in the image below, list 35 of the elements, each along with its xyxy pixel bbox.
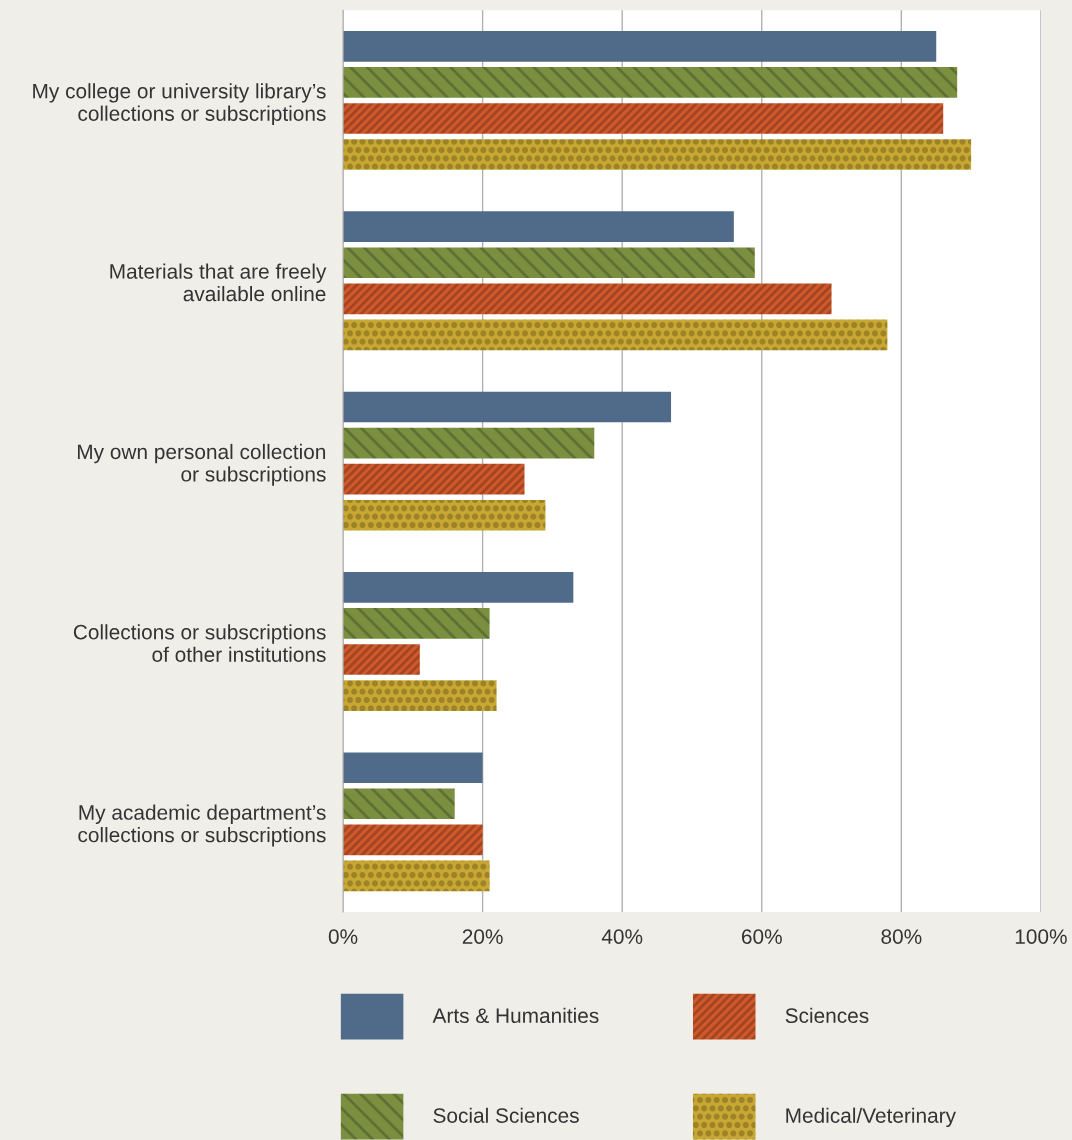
bar xyxy=(343,391,672,423)
bar xyxy=(343,31,937,62)
y-tick-label: My academic department’s collections or subscriptions xyxy=(78,804,326,847)
bar xyxy=(343,103,944,134)
x-tick-label: 80% xyxy=(881,929,922,944)
bar xyxy=(343,319,888,351)
bar xyxy=(343,427,595,459)
bar xyxy=(343,211,734,243)
legend-label: Sciences xyxy=(785,1007,869,1024)
y-tick-label: My college or university library’s collections or subscriptions xyxy=(33,83,326,126)
bar xyxy=(343,608,490,639)
bar xyxy=(343,644,420,675)
x-tick-label: 0% xyxy=(328,929,358,944)
bar xyxy=(343,283,832,315)
bar xyxy=(343,463,525,495)
y-tick-label: Materials that are freely available online xyxy=(110,263,327,302)
bar xyxy=(343,572,574,603)
legend-label: Social Sciences xyxy=(433,1107,579,1123)
x-tick-label: 20% xyxy=(462,929,503,944)
y-tick-label: Collections or subscriptions of other institutions xyxy=(73,624,326,662)
x-tick-label: 40% xyxy=(601,929,643,944)
bar xyxy=(343,139,972,170)
bar xyxy=(343,499,546,531)
bar xyxy=(343,247,755,279)
bar xyxy=(343,67,958,98)
bar xyxy=(343,860,490,892)
bar xyxy=(343,788,455,820)
legend-label: Medical/Veterinary xyxy=(786,1107,956,1128)
bar xyxy=(343,752,483,784)
x-tick-label: 60% xyxy=(741,929,782,944)
bar xyxy=(343,680,497,711)
bar xyxy=(343,824,483,856)
x-tick-label: 100% xyxy=(1015,929,1067,944)
legend-label: Arts & Humanities xyxy=(432,1007,599,1024)
y-tick-label: My own personal collection or subscriptions xyxy=(77,443,326,486)
